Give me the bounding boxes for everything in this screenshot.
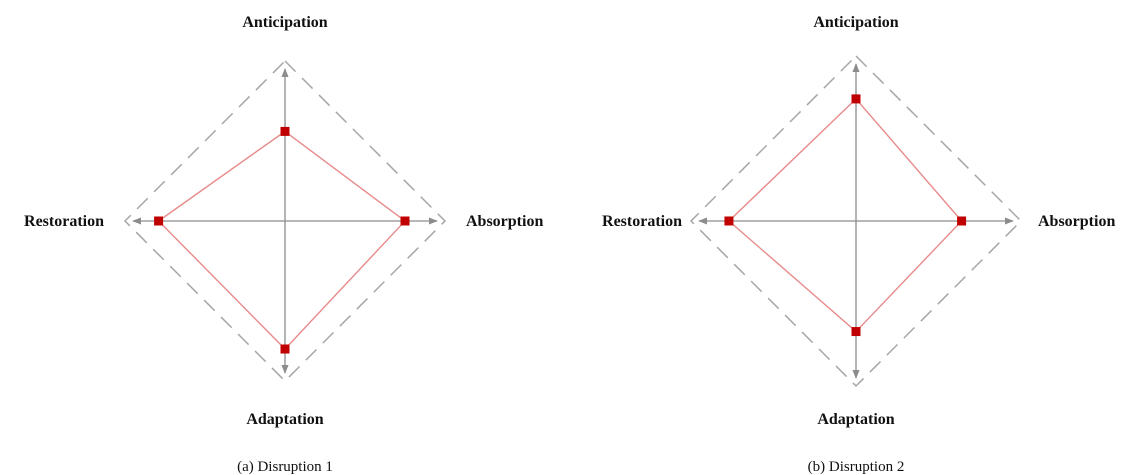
axis-label-absorption-a: Absorption [466, 213, 543, 230]
axis-label-adaptation-b: Adaptation [817, 411, 894, 428]
data-point-anticipation-b [851, 94, 861, 104]
data-point-adaptation-b [851, 327, 861, 337]
max-outline-a [123, 59, 447, 383]
axis-label-adaptation-a: Adaptation [246, 411, 323, 428]
data-points-b [724, 94, 967, 337]
data-point-restoration-b [724, 216, 734, 226]
caption-b: (b) Disruption 2 [808, 459, 905, 475]
radar-panel-a: Anticipation Absorption Adaptation Resto… [24, 14, 543, 475]
axis-label-anticipation-b: Anticipation [813, 14, 898, 31]
data-point-restoration-a [154, 216, 164, 226]
radar-panel-b: Anticipation Absorption Adaptation Resto… [602, 14, 1115, 475]
axis-label-restoration-b: Restoration [602, 213, 682, 230]
data-polygon-b [727, 97, 963, 333]
axes-a [132, 68, 438, 374]
data-points-a [154, 126, 410, 354]
data-point-adaptation-a [280, 344, 290, 354]
data-point-absorption-b [957, 216, 967, 226]
data-polygon-a [157, 130, 407, 351]
axis-label-absorption-b: Absorption [1038, 213, 1115, 230]
max-outline-b [689, 54, 1023, 388]
axis-label-restoration-a: Restoration [24, 213, 104, 230]
data-point-anticipation-a [280, 126, 290, 136]
axis-label-anticipation-a: Anticipation [242, 14, 327, 31]
data-point-absorption-a [400, 216, 410, 226]
caption-a: (a) Disruption 1 [237, 459, 333, 475]
